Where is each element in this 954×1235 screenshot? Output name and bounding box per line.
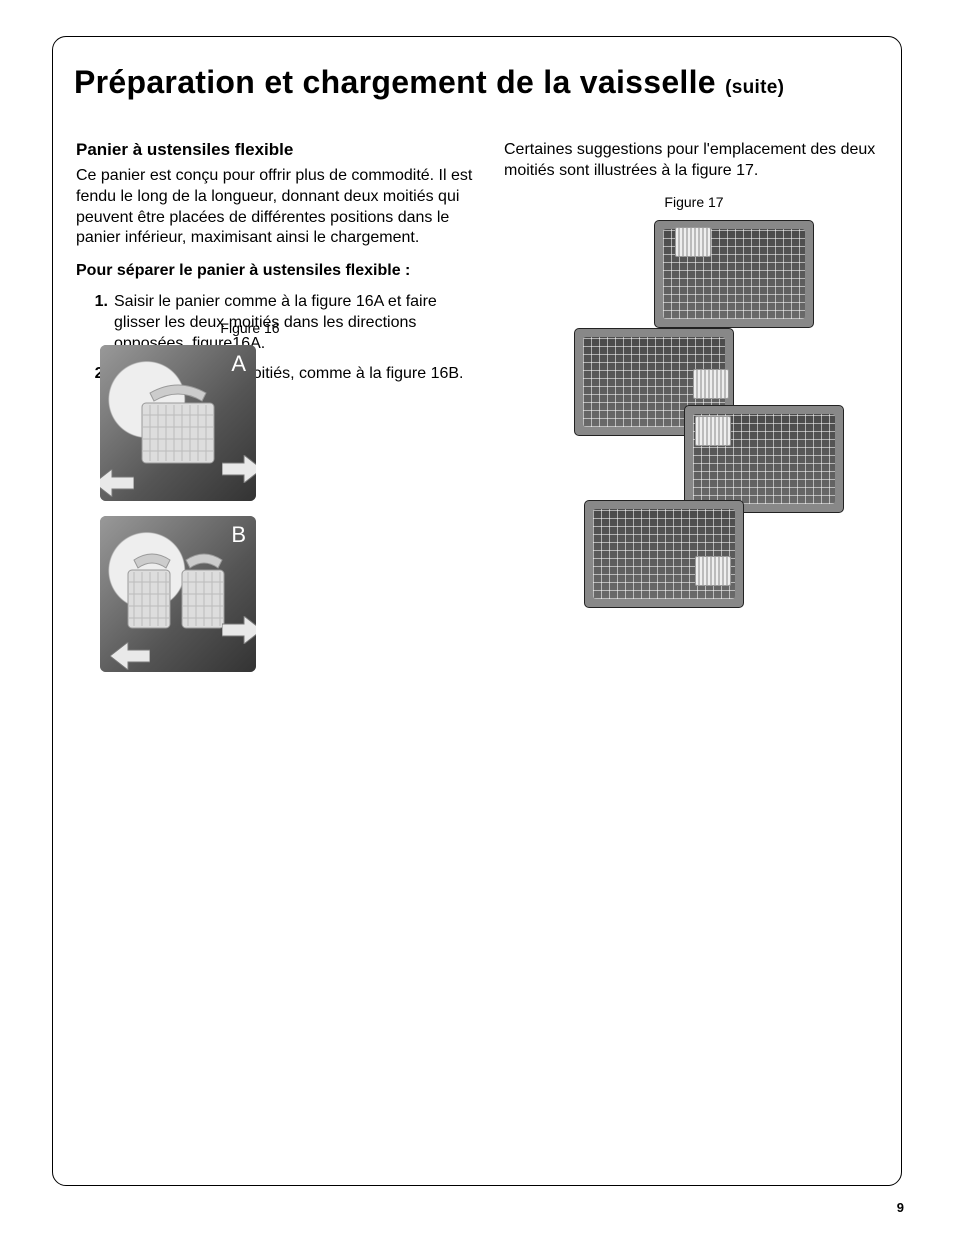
figure16-image-a: A [100,345,256,501]
basket-split-illustration-icon [122,552,234,648]
mini-basket-icon [695,416,731,446]
arrow-left-icon [110,642,150,670]
instructions-heading: Pour séparer le panier à ustensiles flex… [76,261,476,282]
figure17-image [584,500,744,608]
figure16-label-b: B [231,522,246,548]
page: Préparation et chargement de la vaissell… [0,0,954,1235]
subheading-flexible-basket: Panier à ustensiles flexible [76,140,476,160]
title-main: Préparation et chargement de la vaissell… [74,64,716,100]
arrow-left-icon [100,469,134,497]
figure17-container [544,220,844,650]
mini-basket-icon [695,556,731,586]
figure16-label-a: A [231,351,246,377]
basket-illustration-icon [130,383,226,479]
page-title: Préparation et chargement de la vaissell… [74,64,884,101]
figure17-image [684,405,844,513]
figure17-caption: Figure 17 [504,194,884,210]
arrow-right-icon [222,455,256,483]
right-column: Certaines suggestions pour l'emplacement… [504,140,884,650]
figure16-caption: Figure 16 [150,320,350,336]
mini-basket-icon [693,369,729,399]
title-suffix: (suite) [725,77,784,98]
figure17-image [654,220,814,328]
page-number: 9 [897,1200,904,1215]
arrow-right-icon [222,616,256,644]
mini-basket-icon [675,227,711,257]
right-intro-paragraph: Certaines suggestions pour l'emplacement… [504,140,884,182]
intro-paragraph: Ce panier est conçu pour offrir plus de … [76,166,476,249]
figure16-image-b: B [100,516,256,672]
